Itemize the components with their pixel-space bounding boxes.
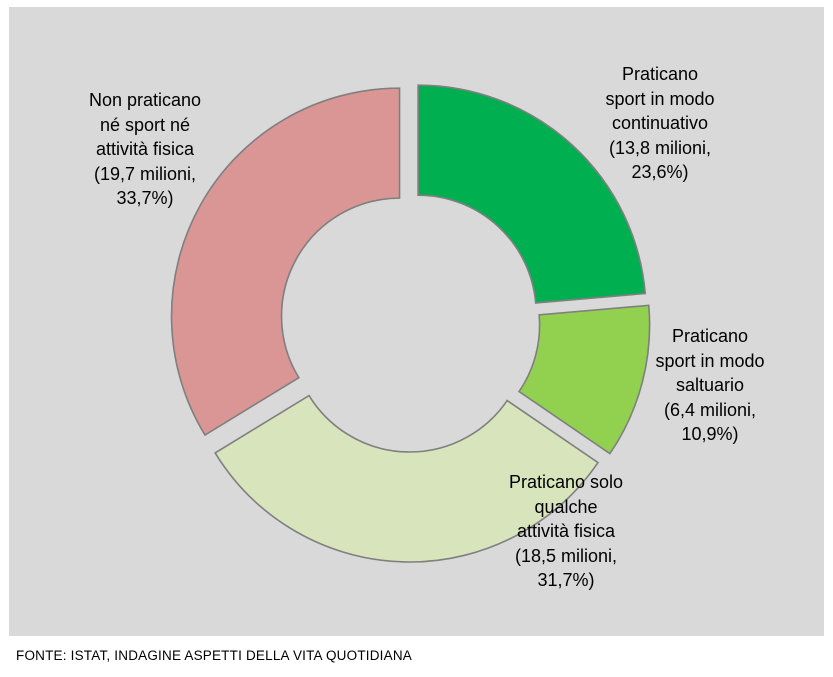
slice-attivita-fisica <box>214 394 600 563</box>
slice-saltuario <box>517 304 651 455</box>
label-attivita-fisica: Praticano solo qualche attività fisica (… <box>508 472 624 590</box>
source-note: FONTE: ISTAT, INDAGINE ASPETTI DELLA VIT… <box>16 648 412 663</box>
label-saltuario: Praticano sport in modo saltuario (6,4 m… <box>655 326 765 444</box>
slice-continuativo <box>417 84 647 304</box>
slice-non-praticano <box>170 87 401 437</box>
label-non-praticano: Non praticano né sport né attività fisic… <box>88 90 202 208</box>
label-continuativo: Praticano sport in modo continuativo (13… <box>605 64 715 182</box>
